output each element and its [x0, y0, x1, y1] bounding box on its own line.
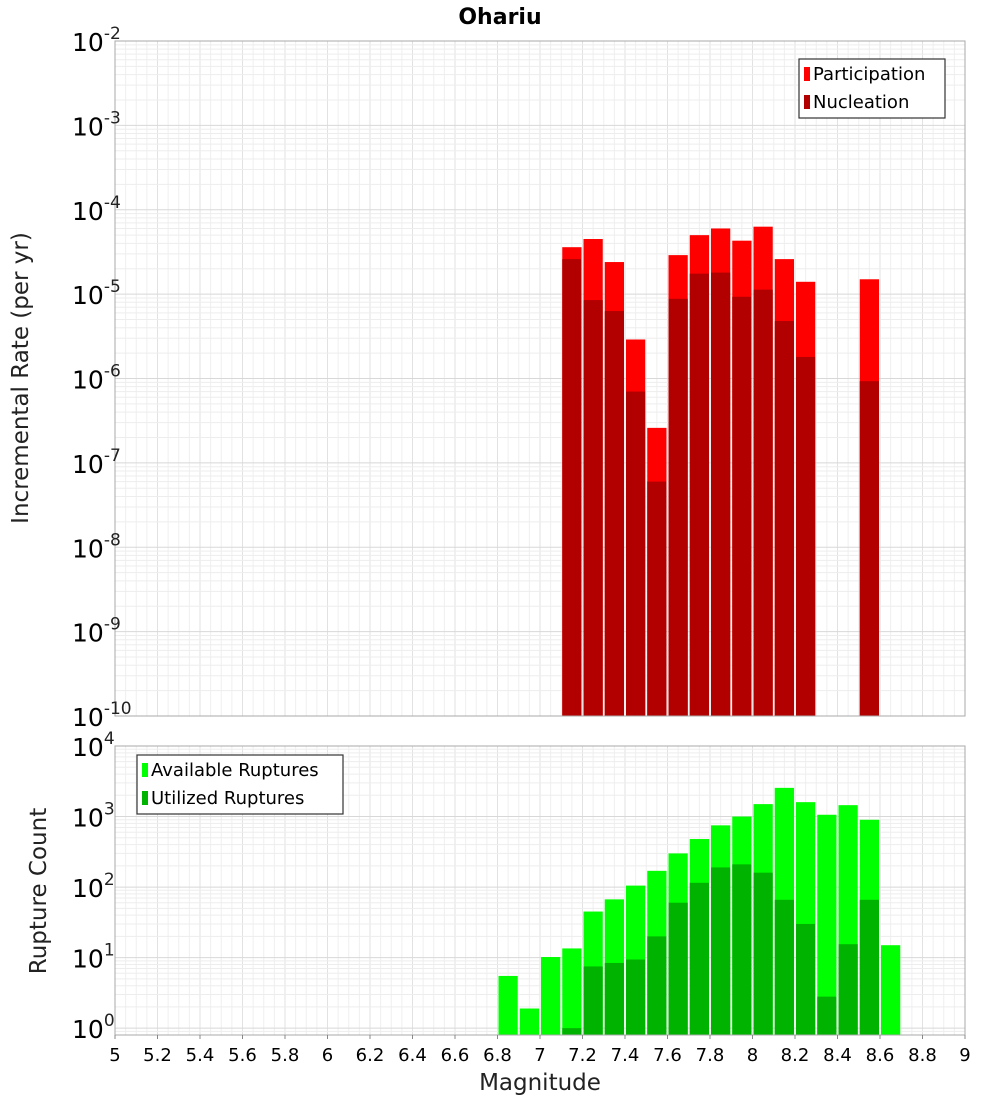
- x-tick-label: 5.8: [271, 1045, 300, 1066]
- top-bar-nucleation: [732, 296, 752, 716]
- x-tick-label: 6.6: [441, 1045, 470, 1066]
- bottom-bar-available-ruptures: [562, 948, 582, 1035]
- top-bar-nucleation: [711, 272, 731, 716]
- x-tick-label: 5.2: [143, 1045, 172, 1066]
- bottom-bar-available-ruptures: [881, 945, 901, 1035]
- bottom-y-tick-label: 100: [72, 1011, 115, 1044]
- top-y-tick-label: 10-8: [72, 530, 121, 563]
- top-bar-nucleation: [774, 321, 794, 716]
- top-y-tick-label: 10-2: [72, 24, 121, 57]
- bottom-legend-box: [136, 754, 344, 815]
- x-tick-label: 8.2: [781, 1045, 810, 1066]
- top-bar-nucleation: [859, 381, 879, 716]
- bottom-bar-available-ruptures: [541, 957, 561, 1035]
- chart-title: Ohariu: [458, 5, 541, 30]
- top-bar-nucleation: [668, 298, 688, 716]
- top-y-axis-label: Incremental Rate (per yr): [8, 232, 34, 524]
- x-tick-label: 7.6: [653, 1045, 682, 1066]
- top-y-tick-label: 10-6: [72, 362, 121, 395]
- x-tick-label: 6.4: [398, 1045, 427, 1066]
- bottom-bar-available-ruptures: [498, 975, 518, 1035]
- x-tick-label: 9: [959, 1045, 970, 1066]
- bottom-bar-utilized-ruptures: [562, 1028, 582, 1035]
- bottom-y-tick-label: 101: [72, 941, 115, 974]
- top-y-tick-label: 10-10: [72, 699, 132, 732]
- bottom-bar-utilized-ruptures: [774, 899, 794, 1035]
- top-bar-nucleation: [796, 356, 816, 716]
- bottom-bar-utilized-ruptures: [732, 864, 752, 1035]
- x-tick-label: 5.6: [228, 1045, 257, 1066]
- top-legend-label: Nucleation: [813, 92, 909, 113]
- top-legend-label: Participation: [813, 64, 925, 85]
- top-y-tick-label: 10-7: [72, 446, 121, 479]
- top-bar-nucleation: [647, 481, 667, 716]
- bottom-legend-label: Available Ruptures: [151, 760, 319, 781]
- bottom-bar-available-ruptures: [519, 1008, 539, 1035]
- x-tick-label: 5.4: [186, 1045, 215, 1066]
- bottom-legend-swatch: [142, 791, 148, 805]
- x-axis-label: Magnitude: [479, 1070, 601, 1096]
- x-tick-label: 8.6: [866, 1045, 895, 1066]
- top-bar-nucleation: [562, 259, 582, 716]
- top-legend-swatch: [804, 67, 810, 81]
- top-y-tick-label: 10-3: [72, 108, 121, 141]
- top-plot-border: [114, 40, 966, 717]
- top-bar-nucleation: [753, 289, 773, 716]
- top-legend-box: [798, 58, 946, 119]
- top-bar-nucleation: [626, 391, 646, 716]
- x-tick-label: 7.2: [568, 1045, 597, 1066]
- bottom-y-tick-label: 104: [72, 729, 115, 762]
- bottom-legend-swatch: [142, 763, 148, 777]
- bottom-bar-utilized-ruptures: [604, 962, 624, 1035]
- x-tick-label: 6.2: [356, 1045, 385, 1066]
- top-bar-nucleation: [604, 311, 624, 716]
- top-y-tick-label: 10-5: [72, 277, 121, 310]
- top-bar-nucleation: [689, 273, 709, 716]
- top-bar-nucleation: [583, 300, 603, 716]
- top-legend-swatch: [804, 95, 810, 109]
- bottom-bar-utilized-ruptures: [689, 882, 709, 1035]
- bottom-bar-utilized-ruptures: [838, 944, 858, 1035]
- bottom-bar-utilized-ruptures: [859, 899, 879, 1035]
- bottom-bar-utilized-ruptures: [796, 923, 816, 1035]
- bottom-y-axis-label: Rupture Count: [26, 808, 52, 974]
- bottom-legend-label: Utilized Ruptures: [151, 788, 304, 809]
- bottom-bar-utilized-ruptures: [647, 936, 667, 1035]
- x-tick-label: 6: [322, 1045, 333, 1066]
- bottom-bar-utilized-ruptures: [626, 959, 646, 1035]
- x-tick-label: 8: [747, 1045, 758, 1066]
- x-tick-label: 8.4: [823, 1045, 852, 1066]
- bottom-bar-utilized-ruptures: [817, 996, 837, 1035]
- bottom-bar-available-ruptures: [817, 814, 837, 1035]
- x-tick-label: 7.8: [696, 1045, 725, 1066]
- x-tick-label: 5: [109, 1045, 120, 1066]
- bottom-bar-utilized-ruptures: [668, 902, 688, 1035]
- bottom-y-tick-label: 103: [72, 800, 115, 833]
- x-tick-label: 7.4: [611, 1045, 640, 1066]
- bottom-y-tick-label: 102: [72, 870, 115, 903]
- x-tick-label: 8.8: [908, 1045, 937, 1066]
- x-tick-label: 7: [534, 1045, 545, 1066]
- bottom-bar-utilized-ruptures: [583, 966, 603, 1035]
- top-y-tick-label: 10-4: [72, 193, 121, 226]
- top-y-tick-label: 10-9: [72, 615, 121, 648]
- x-tick-label: 6.8: [483, 1045, 512, 1066]
- bottom-bar-utilized-ruptures: [711, 867, 731, 1035]
- bottom-bar-utilized-ruptures: [753, 872, 773, 1035]
